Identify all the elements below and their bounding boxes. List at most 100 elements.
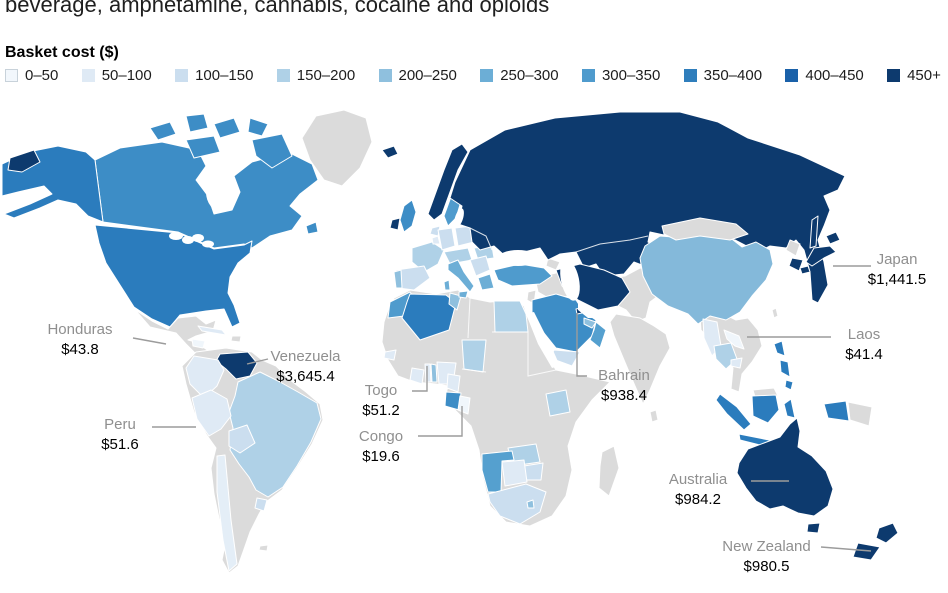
legend-label: 450+ xyxy=(907,67,941,84)
annotation-togo: Togo $51.2 xyxy=(350,381,412,421)
island-sakhalin[interactable] xyxy=(809,215,819,249)
country-new-zealand[interactable] xyxy=(852,522,899,561)
country-egypt[interactable] xyxy=(493,300,529,333)
country-senegal[interactable] xyxy=(383,349,397,361)
country-greenland[interactable] xyxy=(301,109,373,187)
legend-label: 150–200 xyxy=(296,67,356,84)
world-map-svg xyxy=(1,109,899,574)
annotation-value: $41.4 xyxy=(845,346,883,363)
country-chile[interactable] xyxy=(216,454,238,572)
leader-line-bahrain xyxy=(576,313,587,377)
country-brazil[interactable] xyxy=(228,371,322,498)
country-tunisia[interactable] xyxy=(448,292,462,311)
annotation-venezuela: Venezuela $3,645.4 xyxy=(258,347,353,387)
country-mongolia[interactable] xyxy=(661,217,749,241)
country-north-korea[interactable] xyxy=(785,239,801,257)
leader-lines xyxy=(132,265,872,552)
region-balkans[interactable] xyxy=(469,255,491,277)
legend-item: 250–300 xyxy=(480,67,559,84)
legend-swatch xyxy=(81,69,95,82)
country-iceland[interactable] xyxy=(381,145,399,159)
country-uruguay[interactable] xyxy=(254,497,268,512)
world-map xyxy=(0,108,948,593)
country-botswana[interactable] xyxy=(501,459,528,487)
annotation-value: $1,441.5 xyxy=(867,271,927,288)
leader-line-togo xyxy=(412,366,428,392)
island-sri-lanka[interactable] xyxy=(649,409,659,423)
country-chad[interactable] xyxy=(461,339,487,373)
legend-item: 100–150 xyxy=(175,67,253,84)
country-lesotho[interactable] xyxy=(526,499,535,509)
country-south-africa[interactable] xyxy=(487,483,547,525)
legend-label: 200–250 xyxy=(398,67,457,84)
country-cuba[interactable] xyxy=(197,325,227,336)
great-lake xyxy=(169,232,183,240)
great-lake xyxy=(202,240,214,248)
country-south-korea[interactable] xyxy=(788,257,804,272)
country-ireland[interactable] xyxy=(389,217,401,231)
annotation-value: $51.6 xyxy=(101,436,139,453)
country-japan[interactable] xyxy=(799,231,841,275)
annotation-value: $938.4 xyxy=(601,387,647,404)
island-falkland[interactable] xyxy=(258,544,269,552)
country-oman[interactable] xyxy=(589,321,607,349)
border-line xyxy=(527,332,557,377)
legend-swatch xyxy=(480,69,494,82)
country-portugal[interactable] xyxy=(393,269,403,289)
legend-swatch xyxy=(5,69,18,82)
country-bolivia[interactable] xyxy=(228,424,256,454)
annotation-country: Venezuela xyxy=(270,348,341,365)
annotation-country: Australia xyxy=(668,471,728,488)
legend-label: 400–450 xyxy=(805,67,864,84)
legend-label: 300–350 xyxy=(601,67,661,84)
country-uae[interactable] xyxy=(583,317,597,329)
annotation-japan: Japan $1,441.5 xyxy=(852,250,942,290)
country-peru[interactable] xyxy=(191,389,232,437)
country-australia[interactable] xyxy=(736,417,834,517)
annotation-honduras: Honduras $43.8 xyxy=(30,320,130,360)
border-line xyxy=(469,227,493,251)
region-malaysia-png[interactable] xyxy=(752,307,873,427)
country-ghana[interactable] xyxy=(409,367,425,385)
annotation-peru: Peru $51.6 xyxy=(80,415,160,455)
country-honduras[interactable] xyxy=(191,338,206,349)
annotation-country: Bahrain xyxy=(598,367,650,384)
country-congo[interactable] xyxy=(457,395,471,415)
country-namibia[interactable] xyxy=(481,450,515,493)
legend-label: 350–400 xyxy=(703,67,763,84)
legend-swatch xyxy=(785,69,799,82)
island-tasmania[interactable] xyxy=(806,522,821,534)
country-india[interactable] xyxy=(609,313,671,405)
country-kenya[interactable] xyxy=(545,389,571,417)
legend-swatch xyxy=(276,69,290,82)
legend-swatch xyxy=(683,69,697,82)
leader-line-venezuela xyxy=(246,358,269,365)
hudson-bay xyxy=(206,172,238,212)
country-philippines[interactable] xyxy=(773,340,794,391)
island-madagascar[interactable] xyxy=(598,445,620,497)
country-algeria[interactable] xyxy=(401,293,457,341)
country-germany[interactable] xyxy=(437,227,456,251)
country-usa[interactable] xyxy=(94,224,253,328)
country-greece[interactable] xyxy=(477,273,495,291)
country-china[interactable] xyxy=(639,229,774,325)
country-uk[interactable] xyxy=(399,199,417,233)
country-france[interactable] xyxy=(411,241,445,273)
country-cambodia[interactable] xyxy=(730,357,743,369)
leader-line-congo xyxy=(418,406,463,437)
island-hispaniola[interactable] xyxy=(230,335,242,343)
canada-arctic-islands[interactable] xyxy=(149,113,319,235)
border-line xyxy=(461,368,487,373)
country-norway[interactable] xyxy=(427,143,469,221)
country-benin[interactable] xyxy=(430,363,438,383)
region-chukotka[interactable] xyxy=(7,149,41,173)
border-line xyxy=(467,297,471,339)
region-africa-base[interactable] xyxy=(381,289,611,527)
annotation-laos: Laos $41.4 xyxy=(824,325,904,365)
country-cameroon[interactable] xyxy=(446,373,461,393)
country-laos[interactable] xyxy=(723,329,745,350)
country-italy[interactable] xyxy=(443,259,475,299)
country-togo[interactable] xyxy=(424,363,432,383)
country-benelux[interactable] xyxy=(431,235,441,245)
